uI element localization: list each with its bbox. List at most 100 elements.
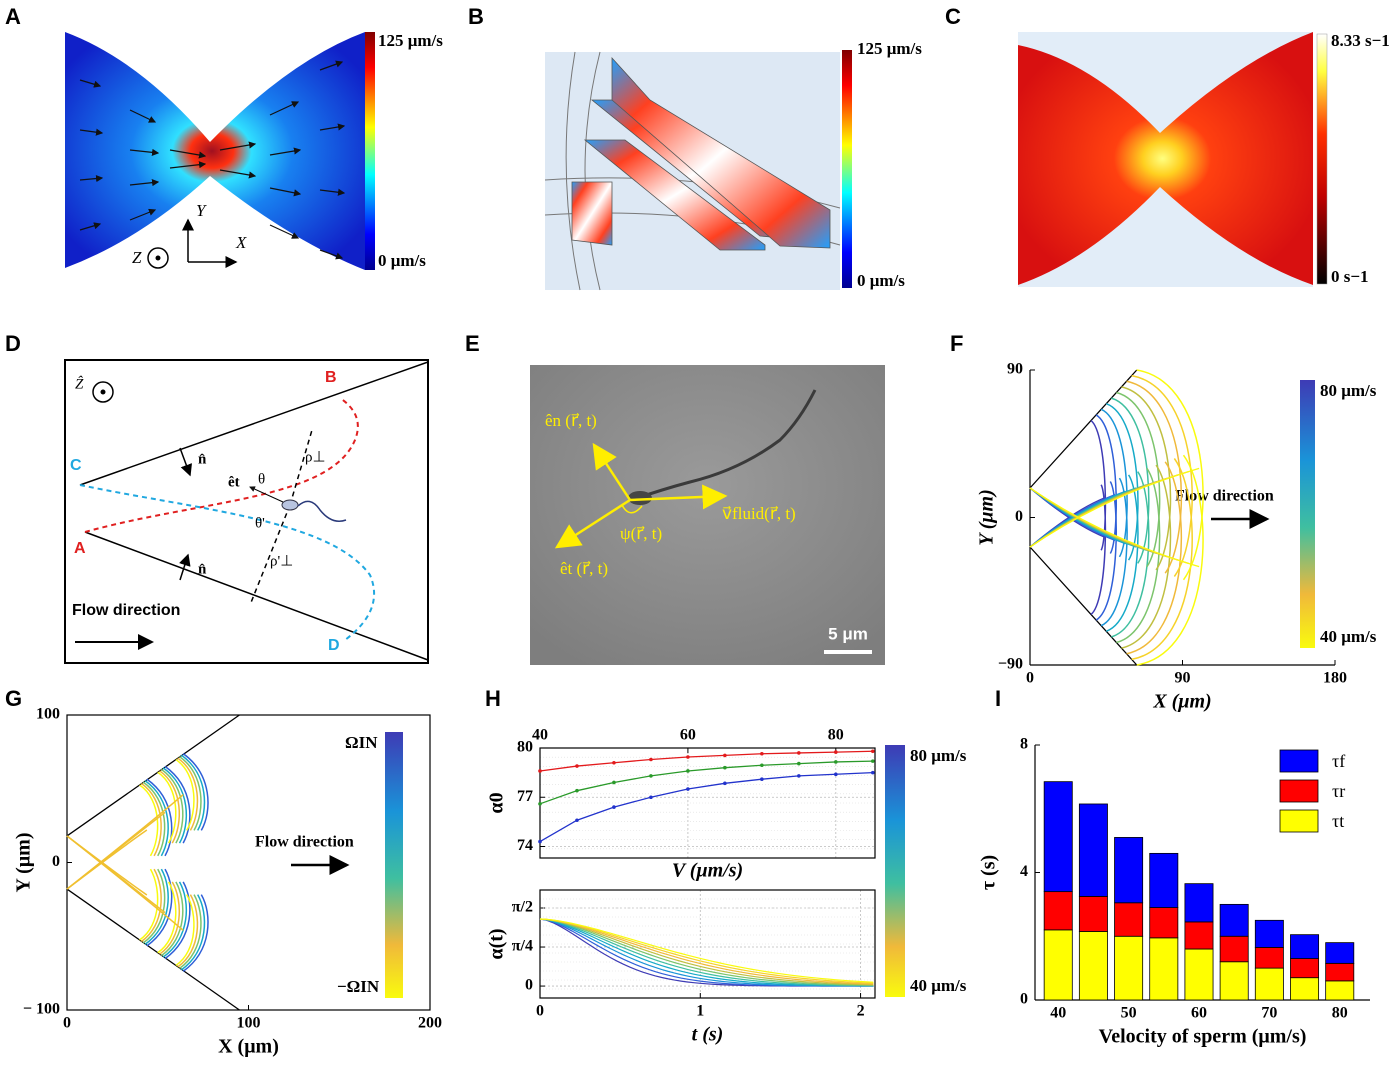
panel-e: ên (r⃗, t) v⃗fluid(r⃗, t) ψ(r⃗, t) êt (r…: [530, 365, 885, 665]
shape: [129, 148, 160, 156]
x-tick-label: 1: [696, 1003, 704, 1020]
x-tick-label: 60: [1191, 1005, 1207, 1022]
point: [797, 751, 801, 755]
normal-label: n̂: [198, 451, 207, 467]
bar-segment: [1078, 803, 1108, 897]
trajectory: [1029, 487, 1200, 568]
trajectory: [180, 754, 206, 831]
trajectory: [1105, 474, 1139, 632]
trajectory: [175, 758, 195, 831]
bar-segment: [1114, 837, 1144, 904]
shape: [129, 109, 157, 123]
shape: [269, 187, 302, 197]
trajectory: [1090, 419, 1107, 551]
trajectory: [79, 484, 376, 641]
trajectory: [140, 868, 162, 943]
trajectory: [182, 753, 209, 831]
shape: [219, 169, 257, 179]
colorbar: [885, 745, 905, 997]
decay-curve: [539, 918, 874, 985]
decay-curve: [539, 918, 874, 983]
point: [870, 749, 875, 754]
shape: [269, 147, 302, 156]
vector-label: v⃗fluid(r⃗, t): [722, 504, 796, 523]
trajectory: [160, 768, 184, 844]
point: [870, 759, 875, 763]
trajectory: [157, 881, 177, 954]
legend-label: τf: [1332, 751, 1345, 771]
shape: [583, 139, 766, 251]
shape: [571, 181, 613, 246]
trajectory: [66, 794, 184, 890]
trajectory: [160, 881, 184, 957]
distance-label: ρ⊥: [305, 449, 326, 465]
y-tick-label: 100: [36, 706, 60, 723]
trajectory: [157, 771, 177, 844]
z-symbol: [147, 247, 169, 269]
bar-segment: [1114, 935, 1144, 1001]
trajectory: [177, 894, 199, 968]
bar-segment: [1043, 781, 1073, 893]
x-tick-label: 40: [532, 727, 548, 744]
trajectory: [1090, 484, 1107, 616]
bar-segment: [1219, 961, 1249, 1001]
axis-label: X: [235, 233, 247, 252]
point-label: D: [328, 637, 340, 654]
shape: [169, 149, 207, 159]
trajectory: [175, 894, 195, 967]
point: [612, 760, 616, 765]
bar-segment: [1254, 967, 1284, 1001]
legend-label: τt: [1332, 811, 1344, 831]
angle-label: θ: [258, 471, 265, 487]
panel-label: H: [485, 686, 501, 711]
point: [760, 751, 764, 756]
colorbar-max: 80 μm/s: [1320, 381, 1377, 400]
vector-arrows: [554, 442, 728, 549]
sperm-tail: [297, 500, 347, 522]
decay-curve: [539, 918, 874, 987]
velocity-arrows: [79, 60, 346, 260]
point: [870, 770, 875, 775]
shape: [554, 498, 631, 549]
angle-label: ψ(r⃗, t): [620, 524, 662, 543]
y-tick-label: π/2: [512, 899, 533, 916]
flow-field: [65, 32, 365, 270]
sperm-tail: [631, 389, 817, 502]
y-tick-label: 0: [525, 977, 533, 994]
point: [760, 763, 764, 768]
point: [723, 753, 727, 758]
x-tick-label: 0: [63, 1015, 71, 1032]
bar-segment: [1078, 931, 1108, 1001]
trajectory: [1105, 403, 1139, 561]
colorbar-min: 0 μm/s: [378, 251, 426, 270]
sperm-head: [628, 491, 652, 505]
point: [834, 750, 838, 754]
z-dot: [100, 389, 106, 395]
colorbar-min: 0 s−1: [1331, 267, 1369, 286]
shape: [611, 56, 831, 249]
y-tick-label: 77: [517, 788, 533, 805]
point: [797, 774, 801, 778]
point: [760, 777, 764, 781]
bar-segment: [1290, 934, 1320, 959]
vector-label: ên (r⃗, t): [545, 411, 597, 430]
trajectory: [179, 894, 202, 970]
cross-sections: [571, 56, 831, 251]
trajectory: [1136, 454, 1204, 666]
chart: 40 60 80 74 77 80 V (μm/s) α0 80 μm/s 40 μm/s: [486, 727, 967, 997]
trajectory: [66, 835, 184, 931]
axis-label: Z: [132, 248, 142, 267]
series-line: [539, 760, 873, 805]
panel-label: B: [468, 4, 484, 29]
panel-label: E: [465, 331, 480, 356]
trajectory: [164, 881, 191, 960]
y-tick-label: 90: [1007, 361, 1023, 378]
y-axis-label: Y (μm): [13, 832, 35, 892]
panel-d: Ẑ A B C D n̂ n̂ êt θ θ' ρ⊥ ρ'⊥ Flow dire…: [64, 359, 429, 664]
shape: [319, 249, 344, 260]
x-tick-label: 0: [1026, 670, 1034, 687]
shape: [269, 101, 300, 116]
shape: [219, 141, 257, 151]
bar-segment: [1149, 937, 1179, 1001]
